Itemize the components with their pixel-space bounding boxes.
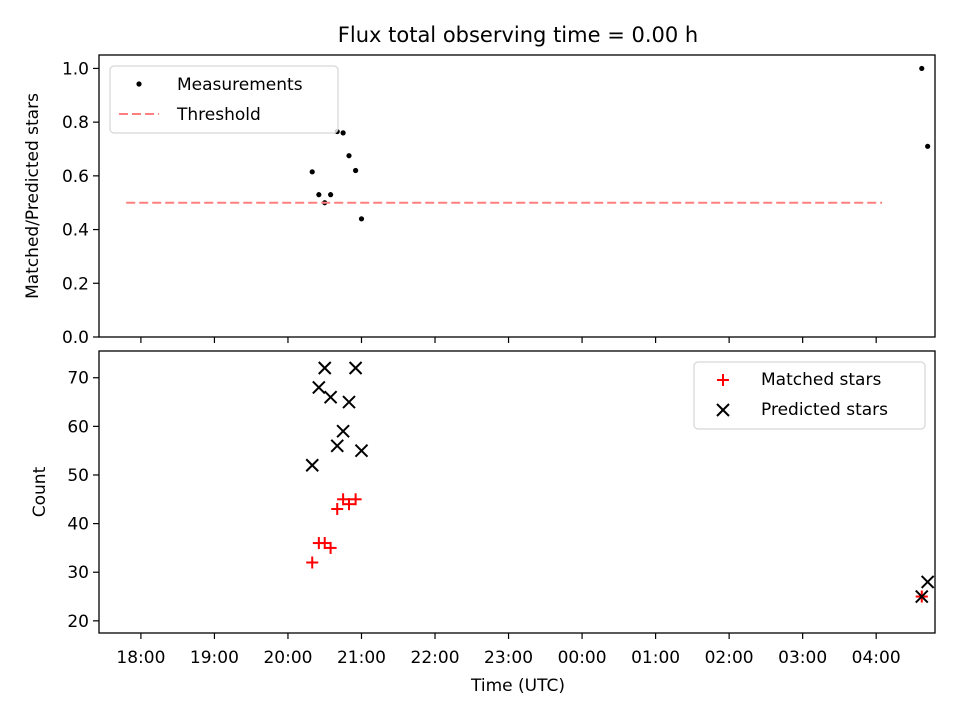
bottom-y-tick-label: 40	[67, 515, 89, 535]
bottom-y-axis-label: Count	[30, 466, 50, 517]
predicted-point	[920, 575, 935, 589]
measurement-point	[346, 153, 352, 159]
x-tick-label: 03:00	[778, 648, 827, 668]
matched-point	[324, 541, 337, 554]
bottom-y-tick-label: 70	[67, 369, 89, 389]
legend-matched-marker	[717, 374, 729, 386]
measurement-point	[925, 143, 931, 149]
top-y-tick-label: 0.6	[62, 167, 89, 187]
predicted-point	[330, 439, 344, 453]
predicted-point	[342, 395, 356, 409]
bottom-axes-frame	[98, 350, 936, 634]
bottom-plot-area: 20 30 40 50 60 70 18:00 19:00 20:00 21:00 22:00 23:…	[67, 350, 936, 668]
measurement-point	[328, 192, 334, 198]
legend-matched-label: Matched stars	[761, 370, 881, 390]
x-tick-label: 20:00	[263, 648, 312, 668]
bottom-legend: Matched stars Predicted stars	[693, 361, 926, 430]
top-legend: Measurements Threshold	[109, 65, 339, 134]
top-plot-area: 0.0 0.2 0.4 0.6 0.8 1.0	[62, 54, 936, 348]
legend-predicted-label: Predicted stars	[761, 400, 888, 420]
matched-point	[306, 556, 319, 569]
measurement-point	[316, 192, 322, 198]
top-axes-frame	[98, 54, 936, 338]
bottom-y-tick-label: 50	[67, 466, 89, 486]
top-y-tick-label: 1.0	[62, 59, 89, 79]
top-y-tick-label: 0.8	[62, 113, 89, 133]
x-tick-label: 21:00	[337, 648, 386, 668]
x-tick-label: 19:00	[190, 648, 239, 668]
bottom-y-tick-label: 30	[67, 563, 89, 583]
top-y-tick-label: 0.2	[62, 274, 89, 294]
top-legend-box	[109, 65, 339, 134]
matched-point	[349, 493, 362, 506]
measurement-point	[309, 169, 315, 175]
bottom-y-tick-label: 60	[67, 417, 89, 437]
x-tick-label: 22:00	[411, 648, 460, 668]
legend-measurements-label: Measurements	[177, 75, 303, 95]
predicted-point	[323, 390, 338, 404]
bottom-y-tick-label: 20	[67, 612, 89, 632]
predicted-point	[318, 361, 332, 375]
measurement-point	[358, 216, 365, 222]
chart-title: Flux total observing time = 0.00 h	[338, 23, 698, 47]
x-tick-label: 01:00	[631, 648, 680, 668]
predicted-point	[312, 380, 326, 395]
bottom-legend-box	[693, 361, 926, 430]
x-tick-label: 00:00	[558, 648, 607, 668]
top-y-tick-label: 0.0	[62, 328, 89, 348]
measurement-point	[353, 167, 359, 174]
x-tick-label: 23:00	[484, 648, 533, 668]
top-y-tick-label: 0.4	[62, 221, 89, 241]
matched-point	[331, 503, 344, 516]
x-tick-label: 04:00	[852, 648, 901, 668]
measurement-point	[919, 65, 925, 72]
legend-threshold-label: Threshold	[176, 105, 261, 125]
matched-point	[342, 498, 355, 511]
x-tick-label: 18:00	[116, 648, 165, 668]
legend-predicted-marker	[716, 403, 730, 417]
x-axis-label: Time (UTC)	[470, 676, 565, 696]
top-y-axis-label: Matched/Predicted stars	[23, 93, 43, 299]
predicted-point	[336, 424, 350, 438]
predicted-point	[915, 589, 929, 604]
measurement-point	[340, 130, 346, 136]
x-tick-label: 02:00	[705, 648, 754, 668]
predicted-point	[305, 458, 319, 472]
predicted-point	[354, 443, 369, 458]
predicted-point	[348, 361, 363, 375]
legend-measurements-marker	[136, 81, 142, 87]
